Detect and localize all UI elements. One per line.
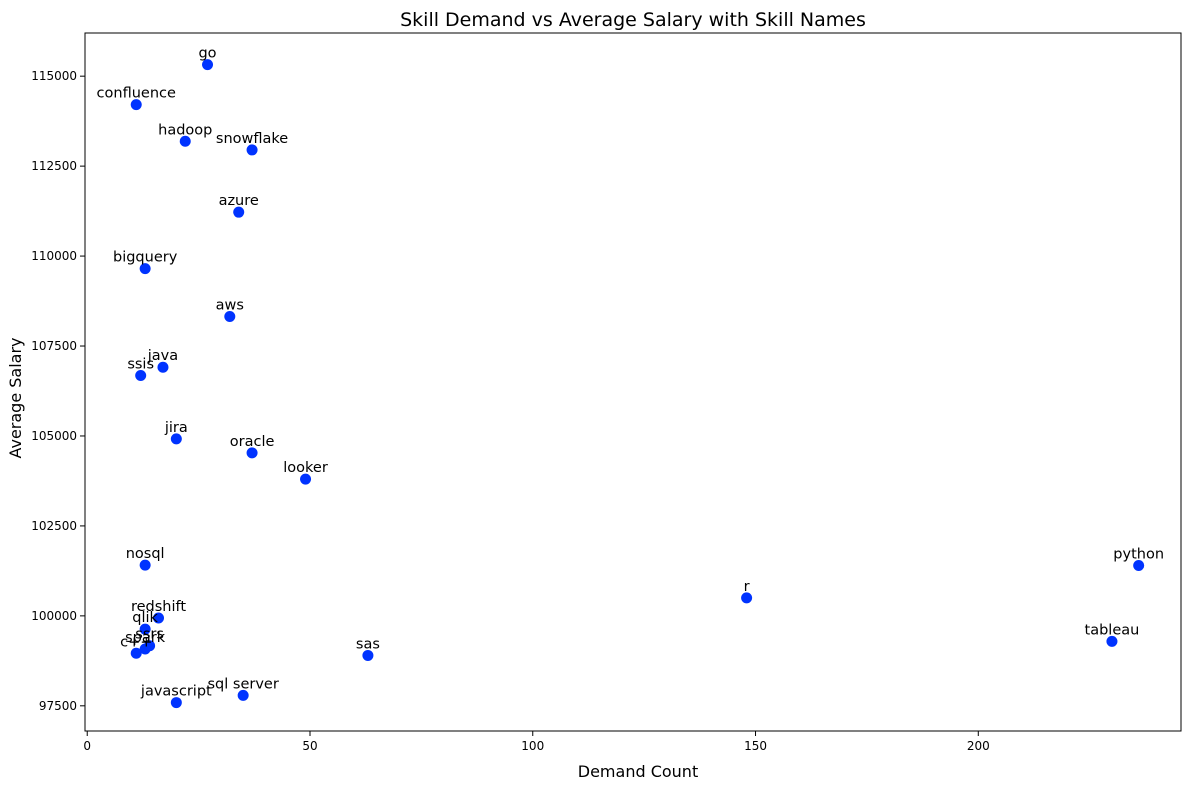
data-point-c- <box>130 647 142 659</box>
point-label: java <box>147 348 178 364</box>
data-point-qlik <box>139 623 151 635</box>
data-point-tableau <box>1106 635 1118 647</box>
point-label: azure <box>219 193 259 209</box>
data-point-azure <box>233 206 245 218</box>
data-point-ssis <box>135 370 147 382</box>
y-tick-label: 112500 <box>31 159 77 173</box>
y-tick-label: 110000 <box>31 249 77 263</box>
point-label: qlik <box>132 610 158 626</box>
x-tick-label: 50 <box>302 739 317 753</box>
point-label: jira <box>164 420 188 436</box>
data-point-sas <box>362 649 374 661</box>
data-point-bigquery <box>139 263 151 275</box>
chart-title: Skill Demand vs Average Salary with Skil… <box>400 9 866 31</box>
plot-area: 0 50 100 150 200 97500 100000 102500 105000 1075… <box>31 32 1182 753</box>
y-tick-label: 97500 <box>39 699 77 713</box>
point-label: python <box>1113 546 1164 562</box>
point-label: looker <box>283 460 328 476</box>
data-point-nosql <box>139 559 151 571</box>
x-tick-label: 150 <box>744 739 767 753</box>
data-point-java <box>157 361 169 373</box>
point-label: aws <box>216 298 244 314</box>
data-point-snowflake <box>246 144 258 156</box>
y-tick-label: 105000 <box>31 429 77 443</box>
x-axis: 0 50 100 150 200 <box>83 731 990 753</box>
y-tick-label: 100000 <box>31 609 77 623</box>
data-point-sql-server <box>237 689 249 701</box>
data-point-confluence <box>130 99 142 111</box>
point-label: snowflake <box>216 131 288 147</box>
x-tick-label: 0 <box>83 739 91 753</box>
point-label: confluence <box>97 86 176 102</box>
point-label: javascript <box>140 684 212 700</box>
point-label: sql server <box>208 676 279 692</box>
y-axis: 97500 100000 102500 105000 107500 110000 11250… <box>31 69 85 713</box>
point-label: c++ <box>120 634 152 650</box>
point-label: ssis <box>127 357 154 373</box>
data-point-hadoop <box>179 135 191 147</box>
x-axis-title: Demand Count <box>578 762 698 781</box>
data-point-aws <box>224 311 236 323</box>
point-label: go <box>198 46 216 62</box>
point-label: ssrs <box>135 627 164 643</box>
data-point-jira <box>170 433 182 445</box>
data-point-r <box>741 592 753 604</box>
point-label: tableau <box>1085 622 1140 638</box>
data-point-oracle <box>246 447 258 459</box>
plot-frame <box>84 32 1182 732</box>
data-point-go <box>202 59 214 71</box>
point-label: hadoop <box>158 122 212 138</box>
point-label: oracle <box>230 434 275 450</box>
data-point-redshift <box>153 612 165 624</box>
x-tick-label: 100 <box>521 739 544 753</box>
point-label: redshift <box>131 599 186 615</box>
x-tick-label: 200 <box>967 739 990 753</box>
point-label: r <box>744 579 750 595</box>
data-point-javascript <box>170 697 182 709</box>
point-label: bigquery <box>113 250 178 266</box>
data-point-python <box>1133 559 1145 571</box>
y-tick-label: 107500 <box>31 339 77 353</box>
point-label: nosql <box>126 546 165 562</box>
y-tick-label: 115000 <box>31 69 77 83</box>
point-label: sas <box>356 636 380 652</box>
data-points <box>130 59 1145 709</box>
y-tick-label: 102500 <box>31 519 77 533</box>
point-label: spark <box>125 630 166 646</box>
data-point-looker <box>300 473 312 485</box>
data-point-spark <box>139 643 151 655</box>
y-axis-title: Average Salary <box>6 337 25 458</box>
